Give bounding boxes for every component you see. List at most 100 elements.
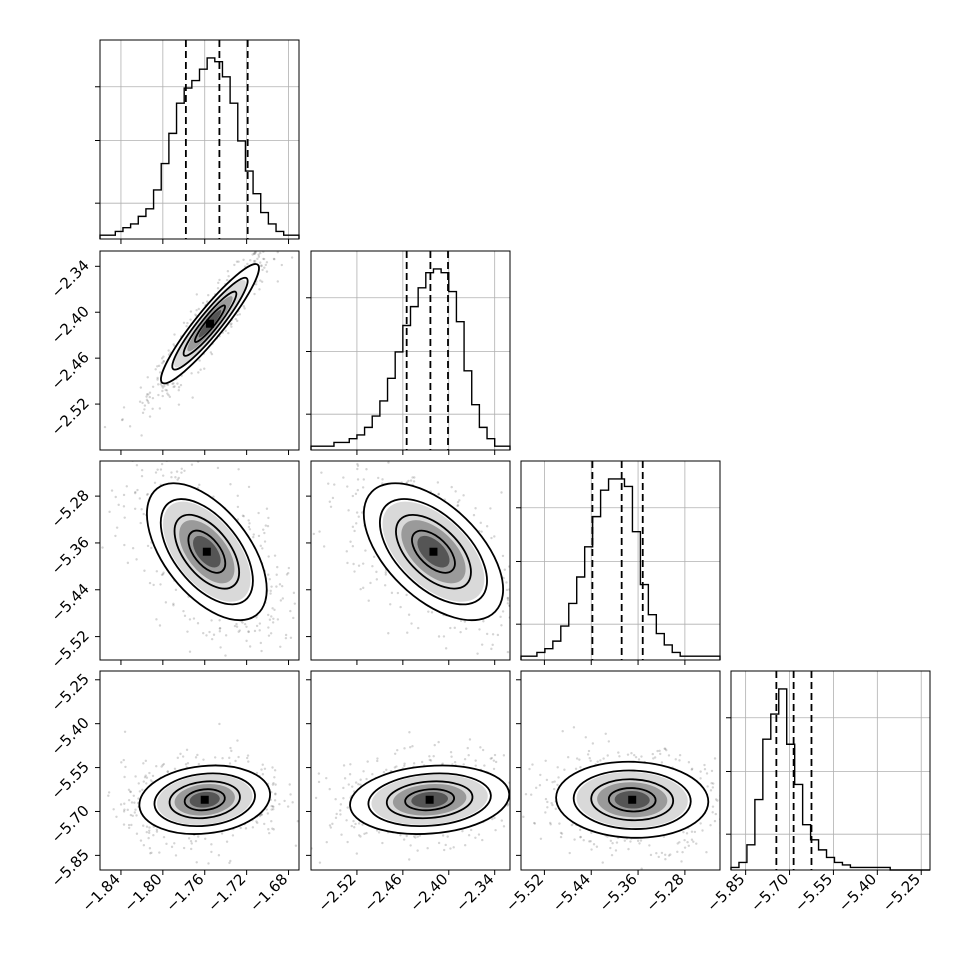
- scatter-point: [174, 588, 178, 592]
- scatter-point: [247, 519, 250, 522]
- scatter-point: [524, 793, 528, 796]
- scatter-point: [634, 755, 638, 759]
- scatter-point: [156, 376, 159, 380]
- scatter-point: [154, 368, 157, 371]
- scatter-point: [444, 843, 447, 847]
- scatter-point: [231, 834, 235, 837]
- scatter-point: [123, 802, 126, 805]
- scatter-point: [89, 826, 91, 828]
- scatter-point: [228, 762, 232, 765]
- scatter-point: [183, 614, 187, 618]
- scatter-point: [182, 846, 186, 850]
- scatter-point: [591, 742, 595, 745]
- contour-line: [171, 276, 249, 371]
- y-tick-label: −2.34: [48, 256, 93, 301]
- scatter-point: [252, 252, 256, 255]
- scatter-point: [339, 809, 342, 812]
- scatter-point: [101, 546, 104, 549]
- scatter-point: [167, 393, 170, 397]
- scatter-point: [474, 759, 477, 762]
- scatter-point: [303, 436, 305, 438]
- scatter-point: [342, 786, 345, 790]
- scatter-point: [403, 764, 406, 768]
- scatter-point: [177, 476, 180, 480]
- scatter-point: [485, 525, 489, 528]
- scatter-point: [467, 754, 470, 757]
- scatter-point: [194, 839, 198, 843]
- scatter-point: [143, 569, 146, 572]
- scatter-point: [166, 383, 170, 387]
- scatter-point: [396, 591, 400, 595]
- scatter-point: [405, 834, 408, 838]
- scatter-point: [259, 251, 262, 255]
- scatter-point: [505, 588, 509, 592]
- scatter-point: [589, 759, 592, 763]
- scatter-point: [162, 355, 165, 358]
- panel-frame: [520, 670, 721, 871]
- scatter-point: [159, 583, 162, 586]
- scatter-point: [517, 607, 519, 609]
- scatter-point: [357, 834, 361, 837]
- scatter-point: [560, 832, 564, 835]
- scatter-point: [145, 776, 149, 779]
- scatter-point: [95, 467, 97, 469]
- scatter-point: [170, 845, 174, 849]
- scatter-point: [236, 313, 239, 317]
- scatter-point: [209, 351, 213, 354]
- scatter-point: [549, 643, 551, 645]
- scatter-point: [275, 573, 278, 576]
- scatter-point: [363, 832, 366, 836]
- scatter-point: [342, 764, 346, 767]
- scatter-point: [257, 253, 260, 256]
- contour-line: [395, 513, 472, 590]
- scatter-point: [409, 479, 413, 482]
- scatter-point: [300, 789, 302, 791]
- scatter-point: [133, 811, 137, 814]
- scatter-point: [133, 801, 136, 804]
- scatter-point: [554, 692, 556, 694]
- scatter-point: [258, 247, 260, 249]
- scatter-point: [144, 759, 148, 763]
- scatter-point: [588, 756, 591, 760]
- scatter-point: [243, 307, 246, 310]
- scatter-point: [303, 792, 305, 794]
- scatter-point: [140, 468, 144, 472]
- scatter-point: [518, 794, 520, 796]
- scatter-point: [265, 808, 268, 811]
- y-tick-label: −5.70: [48, 802, 93, 847]
- scatter-point: [376, 757, 379, 760]
- scatter-point: [653, 756, 657, 759]
- scatter-point: [157, 364, 161, 368]
- scatter-point: [274, 793, 277, 796]
- scatter-point: [529, 804, 531, 806]
- scatter-point: [501, 610, 505, 613]
- panel-frame: [99, 460, 300, 661]
- scatter-point: [109, 452, 111, 454]
- scatter-point: [306, 639, 308, 641]
- panel-frame: [99, 250, 300, 451]
- contour-line: [411, 529, 456, 574]
- scatter-point: [270, 585, 273, 588]
- scatter-point: [463, 758, 467, 761]
- scatter-point: [555, 626, 557, 628]
- scatter-point: [539, 837, 543, 840]
- scatter-point: [416, 835, 420, 838]
- scatter-point: [229, 483, 232, 486]
- x-tick-label: −1.68: [246, 870, 291, 915]
- scatter-point: [433, 743, 436, 747]
- scatter-point: [606, 754, 609, 757]
- scatter-point: [122, 493, 126, 497]
- scatter-point: [142, 512, 145, 516]
- scatter-point: [107, 794, 110, 797]
- scatter-point: [676, 842, 679, 845]
- panel-frame: [520, 460, 721, 661]
- scatter-point: [158, 371, 162, 374]
- scatter-point: [502, 576, 505, 580]
- scatter-point: [255, 624, 259, 628]
- y-tick-label: −2.46: [48, 348, 93, 393]
- scatter-point: [502, 754, 506, 757]
- scatter-point: [333, 483, 336, 486]
- scatter-point: [234, 317, 238, 321]
- scatter-point: [479, 746, 482, 749]
- scatter-point: [348, 773, 352, 776]
